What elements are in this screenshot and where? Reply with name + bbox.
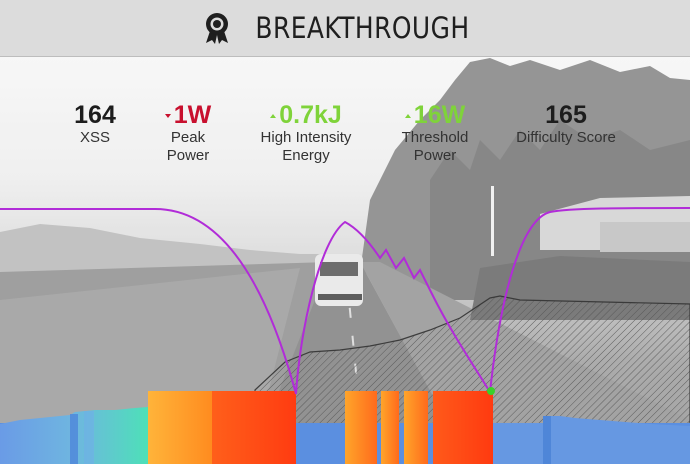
trend-down-icon bbox=[164, 114, 171, 119]
metric-difficulty-score: 165 Difficulty Score bbox=[506, 101, 626, 147]
peak-power-label-line1: Peak bbox=[170, 129, 206, 146]
page-title: BREAKTHROUGH bbox=[254, 11, 470, 45]
difficulty-score-value: 165 bbox=[545, 101, 587, 129]
mpa-curve bbox=[0, 207, 690, 395]
threshold-power-label-line1: Threshold bbox=[401, 129, 469, 146]
high-intensity-energy-value: 0.7kJ bbox=[279, 101, 342, 129]
metric-threshold-power: 16W Threshold Power bbox=[385, 101, 485, 165]
metric-peak-power: 1W Peak Power bbox=[143, 101, 233, 165]
breakthrough-marker bbox=[487, 387, 495, 395]
high-intensity-energy-label-line1: High Intensity bbox=[260, 129, 352, 146]
metric-high-intensity-energy: 0.7kJ High Intensity Energy bbox=[248, 101, 364, 165]
threshold-power-label-line2: Power bbox=[413, 147, 457, 164]
interval-bar-4 bbox=[404, 391, 428, 464]
interval-bar-5 bbox=[433, 391, 493, 464]
header: BREAKTHROUGH bbox=[0, 0, 690, 57]
interval-bar-cooldown bbox=[493, 416, 690, 464]
trend-up-icon bbox=[270, 114, 277, 119]
high-intensity-energy-label-line2: Energy bbox=[282, 147, 330, 164]
trend-up-icon bbox=[404, 114, 411, 119]
difficulty-score-label: Difficulty Score bbox=[516, 129, 616, 146]
threshold-power-value: 16W bbox=[413, 101, 466, 129]
interval-bar-3 bbox=[381, 391, 399, 464]
peak-power-label-line2: Power bbox=[166, 147, 210, 164]
xss-value: 164 bbox=[74, 101, 116, 129]
metric-xss: 164 XSS bbox=[52, 101, 138, 147]
interval-bar-2 bbox=[345, 391, 377, 464]
peak-power-value: 1W bbox=[173, 101, 212, 129]
xss-label: XSS bbox=[79, 129, 110, 146]
award-ribbon-icon bbox=[205, 13, 228, 44]
